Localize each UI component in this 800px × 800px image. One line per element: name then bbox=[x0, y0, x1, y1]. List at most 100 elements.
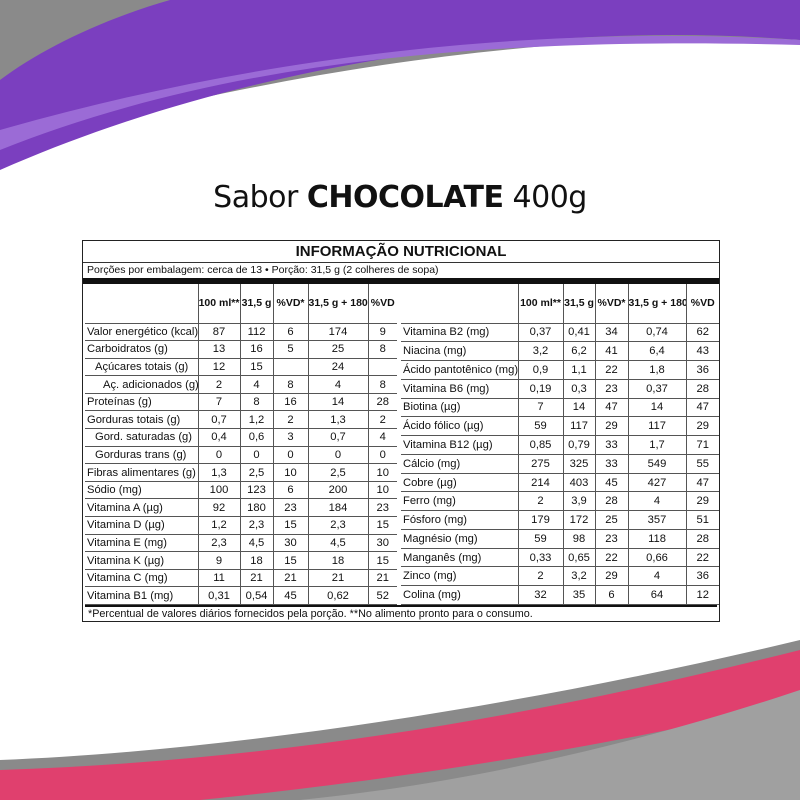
nutrient-value: 92 bbox=[197, 498, 240, 518]
nutrient-value: 22 bbox=[594, 548, 628, 568]
nutrient-value: 32 bbox=[517, 585, 563, 605]
nutrient-value: 15 bbox=[272, 516, 308, 535]
column-header: %VD bbox=[367, 284, 397, 324]
nutrient-label: Vitamina D (µg) bbox=[85, 516, 198, 535]
table-row: Vitamina E (mg) 2,3 4,5 30 4,5 30 bbox=[85, 534, 397, 553]
nutrient-value: 21 bbox=[239, 569, 273, 588]
nutrient-value: 29 bbox=[594, 566, 628, 587]
nutrient-value: 4,5 bbox=[307, 534, 368, 553]
nutrient-value: 214 bbox=[517, 473, 563, 493]
nutrient-value: 0,41 bbox=[562, 323, 595, 343]
nutrient-value: 117 bbox=[562, 416, 595, 437]
column-header: 100 ml** bbox=[197, 284, 240, 324]
nutrient-value: 21 bbox=[367, 569, 397, 588]
nutrient-value: 28 bbox=[685, 379, 719, 399]
nutrient-value: 59 bbox=[517, 529, 563, 549]
nutrient-value: 0,62 bbox=[307, 586, 368, 605]
table-row: Vitamina K (µg) 9 18 15 18 15 bbox=[85, 551, 397, 570]
nutrient-value: 0,37 bbox=[517, 323, 563, 343]
column-header: %VD* bbox=[594, 284, 628, 324]
nutrient-value bbox=[367, 358, 397, 377]
nutrient-value: 0,54 bbox=[239, 586, 273, 605]
nutrient-label: Sódio (mg) bbox=[85, 481, 198, 500]
nutrient-value: 6 bbox=[594, 585, 628, 605]
nutrient-value: 33 bbox=[594, 435, 628, 455]
nutrient-value: 14 bbox=[562, 398, 595, 418]
nutrient-value: 22 bbox=[685, 548, 719, 568]
nutrient-value: 4,5 bbox=[239, 534, 273, 553]
nutrient-label: Vitamina K (µg) bbox=[85, 551, 198, 570]
nutrient-value: 29 bbox=[685, 416, 719, 437]
nutrient-label: Ácido pantotênico (mg) bbox=[401, 360, 518, 380]
nutrient-value: 0,66 bbox=[627, 548, 686, 568]
table-row: Niacina (mg) 3,2 6,2 41 6,4 43 bbox=[401, 341, 719, 362]
nutrient-value: 52 bbox=[367, 586, 397, 605]
nutrient-value: 3 bbox=[272, 428, 308, 447]
nutrient-value: 64 bbox=[627, 585, 686, 605]
nutrient-value: 87 bbox=[197, 323, 240, 342]
nutrient-value: 98 bbox=[562, 529, 595, 549]
title-prefix: Sabor bbox=[213, 180, 307, 215]
nutrient-value: 41 bbox=[594, 341, 628, 362]
divider-bar bbox=[83, 278, 719, 284]
nutrient-value: 28 bbox=[685, 529, 719, 549]
nutrient-value: 34 bbox=[594, 323, 628, 343]
nutrient-label: Fibras alimentares (g) bbox=[85, 463, 198, 482]
nutrient-value: 55 bbox=[685, 454, 719, 474]
nutrient-value: 174 bbox=[307, 323, 368, 342]
nutrient-value: 21 bbox=[272, 569, 308, 588]
column-header: 100 ml** bbox=[517, 284, 563, 324]
product-title: Sabor CHOCOLATE 400g bbox=[0, 180, 800, 215]
nutrient-value: 47 bbox=[594, 398, 628, 418]
nutrient-value: 8 bbox=[239, 393, 273, 412]
nutrient-value: 30 bbox=[367, 534, 397, 553]
nutrient-value: 1,3 bbox=[197, 463, 240, 482]
column-header bbox=[401, 284, 518, 324]
nutrient-value: 15 bbox=[367, 516, 397, 535]
nutrient-value: 4 bbox=[627, 491, 686, 512]
nutrient-value: 8 bbox=[272, 375, 308, 394]
nutrient-value: 9 bbox=[197, 551, 240, 570]
column-header: 31,5 g bbox=[562, 284, 595, 324]
nutrient-label: Zinco (mg) bbox=[401, 566, 518, 587]
title-weight: 400g bbox=[503, 180, 588, 215]
table-row: Biotina (µg) 7 14 47 14 47 bbox=[401, 398, 719, 418]
nutrient-value: 0,19 bbox=[517, 379, 563, 399]
nutrient-value: 51 bbox=[685, 510, 719, 530]
nutrient-value: 0 bbox=[367, 446, 397, 465]
nutrient-value: 0,74 bbox=[627, 323, 686, 343]
nutrient-value: 112 bbox=[239, 323, 273, 342]
nutrient-value: 10 bbox=[367, 463, 397, 482]
nutrient-value: 1,3 bbox=[307, 410, 368, 430]
nutrient-value: 18 bbox=[307, 551, 368, 570]
nutrient-value: 18 bbox=[239, 551, 273, 570]
nutrient-value: 33 bbox=[594, 454, 628, 474]
nutrient-value: 15 bbox=[367, 551, 397, 570]
nutrient-value: 30 bbox=[272, 534, 308, 553]
table-row: Gorduras totais (g) 0,7 1,2 2 1,3 2 bbox=[85, 410, 397, 430]
nutrient-value: 0,7 bbox=[197, 410, 240, 430]
nutrient-label: Biotina (µg) bbox=[401, 398, 518, 418]
table-row: Valor energético (kcal) 87 112 6 174 9 bbox=[85, 323, 397, 342]
nutrient-value: 2,3 bbox=[197, 534, 240, 553]
nutrient-value: 8 bbox=[367, 340, 397, 359]
nutrient-value: 123 bbox=[239, 481, 273, 500]
nutrient-label: Vitamina B12 (µg) bbox=[401, 435, 518, 455]
nutrient-value: 23 bbox=[272, 498, 308, 518]
nutrient-value: 47 bbox=[685, 398, 719, 418]
nutrient-value: 7 bbox=[197, 393, 240, 412]
nutrient-value: 59 bbox=[517, 416, 563, 437]
nutrient-value: 16 bbox=[239, 340, 273, 359]
nutrient-value: 2,5 bbox=[307, 463, 368, 482]
table-row: Vitamina C (mg) 11 21 21 21 21 bbox=[85, 569, 397, 588]
table-row: Zinco (mg) 2 3,2 29 4 36 bbox=[401, 566, 719, 587]
nutrient-value: 180 bbox=[239, 498, 273, 518]
nutrient-value: 0 bbox=[272, 446, 308, 465]
nutrient-value: 0,31 bbox=[197, 586, 240, 605]
table-row: Magnésio (mg) 59 98 23 118 28 bbox=[401, 529, 719, 549]
nutrient-value: 6,2 bbox=[562, 341, 595, 362]
table-row: Proteínas (g) 7 8 16 14 28 bbox=[85, 393, 397, 412]
nutrient-value: 4 bbox=[307, 375, 368, 394]
table-row: Cobre (µg) 214 403 45 427 47 bbox=[401, 473, 719, 493]
nutrient-value: 0,6 bbox=[239, 428, 273, 447]
